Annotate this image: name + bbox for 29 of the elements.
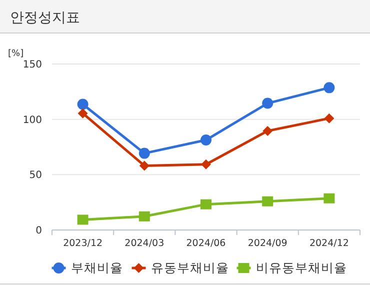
- point: [200, 199, 212, 210]
- y-tick-label: 100: [22, 114, 42, 126]
- legend-label: 유동부채비율: [150, 260, 229, 275]
- point: [324, 82, 335, 94]
- point: [201, 159, 211, 170]
- x-tick-label: 2024/09: [248, 238, 288, 249]
- point: [77, 98, 88, 110]
- x-tick-label: 2024/12: [309, 238, 349, 249]
- legend-label: 부채비율: [70, 260, 123, 275]
- point: [324, 113, 334, 124]
- point: [139, 160, 150, 171]
- chart-title: 안정성지표: [10, 10, 80, 26]
- y-tick-label: 50: [29, 170, 42, 182]
- point: [78, 108, 88, 118]
- x-tick-label: 2024/06: [186, 238, 226, 249]
- point: [262, 196, 274, 206]
- y-tick-label: 0: [36, 226, 42, 236]
- point: [200, 134, 212, 146]
- y-tick-label: 150: [22, 60, 42, 70]
- point: [324, 193, 335, 204]
- x-tick-label: 2023/12: [63, 238, 103, 249]
- point: [262, 126, 273, 136]
- point: [77, 214, 88, 225]
- y-axis-title: [%]: [8, 49, 24, 59]
- point: [138, 211, 150, 222]
- x-tick-label: 2024/03: [124, 238, 164, 249]
- point: [138, 148, 150, 159]
- legend-label: 비유동부채비율: [256, 260, 347, 275]
- point: [262, 98, 274, 109]
